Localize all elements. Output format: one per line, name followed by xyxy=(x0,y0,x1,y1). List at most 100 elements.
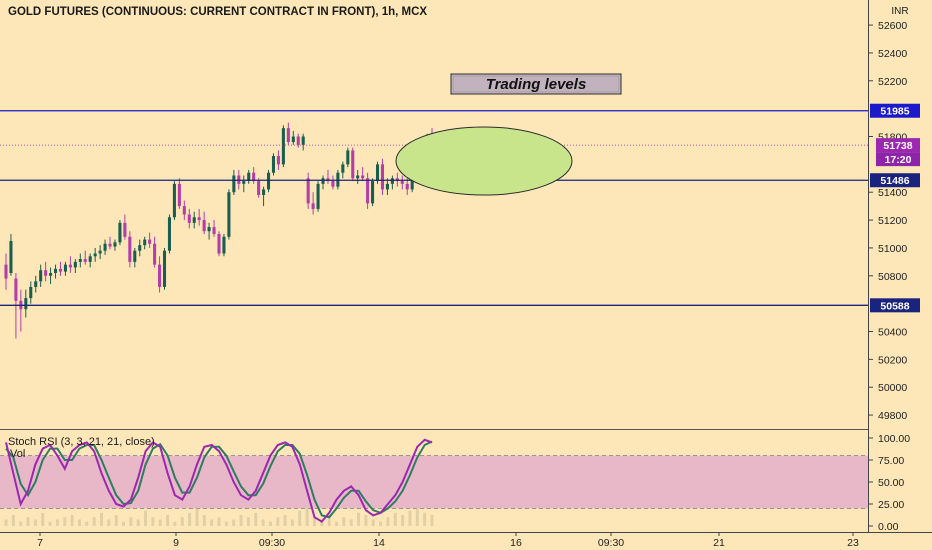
volume-bar xyxy=(41,512,45,526)
trading-levels-annotation[interactable]: Trading levels xyxy=(450,73,622,95)
price-tick-label: 52600 xyxy=(878,20,907,32)
volume-bar xyxy=(63,517,67,526)
candle xyxy=(351,147,355,182)
target-zone-ellipse[interactable] xyxy=(395,126,573,196)
volume-bar xyxy=(217,517,221,526)
candle xyxy=(207,222,211,240)
candle xyxy=(281,125,285,168)
volume-bar xyxy=(268,521,272,526)
candle xyxy=(371,178,375,207)
volume-bar xyxy=(144,510,148,526)
candle xyxy=(271,153,276,176)
time-tick-label: 09:30 xyxy=(598,537,624,549)
time-tick-label: 14 xyxy=(373,537,385,549)
candle xyxy=(148,232,152,248)
stoch-tick-label: 75.00 xyxy=(878,455,904,467)
volume-bar xyxy=(408,510,412,526)
price-tick-label: 49800 xyxy=(878,410,907,422)
volume-bar xyxy=(77,519,81,526)
volume-bar xyxy=(283,515,287,526)
candle xyxy=(321,175,325,190)
candle xyxy=(222,234,226,257)
volume-bar xyxy=(55,519,59,526)
candle xyxy=(133,247,137,268)
volume-bar xyxy=(92,517,96,526)
level-tag-label: 51486 xyxy=(880,175,909,187)
candle xyxy=(182,200,186,221)
time-tick-label: 23 xyxy=(847,537,859,549)
candle xyxy=(232,169,236,195)
candle xyxy=(73,259,77,273)
candle xyxy=(202,211,206,234)
candle xyxy=(108,236,112,250)
volume-bar xyxy=(99,512,103,526)
volume-bar xyxy=(114,515,118,526)
candle xyxy=(316,181,320,212)
last-price-tag xyxy=(876,138,920,153)
candle xyxy=(361,167,365,182)
price-tick-label: 51200 xyxy=(878,215,907,227)
last-price-label: 51738 xyxy=(883,140,912,152)
candle xyxy=(252,167,256,184)
volume-bar xyxy=(195,508,199,526)
price-tick-label: 52400 xyxy=(878,48,907,60)
candle xyxy=(247,169,251,184)
countdown-tag xyxy=(876,152,920,167)
candle xyxy=(128,231,132,268)
stoch-tick-label: 0.00 xyxy=(878,521,899,533)
candle xyxy=(242,175,246,193)
candle xyxy=(88,253,92,268)
level-tag xyxy=(870,298,920,313)
candle xyxy=(346,147,350,168)
price-axis[interactable]: 5260052400522005180051400512005100050800… xyxy=(868,20,907,422)
volume-bar xyxy=(371,519,375,526)
volume-bar xyxy=(173,521,177,526)
candle xyxy=(53,264,58,279)
time-axis[interactable]: 7 9 09:30 14 16 09:30 21 23 xyxy=(37,532,859,549)
price-tick-label: 50000 xyxy=(878,382,907,394)
candle xyxy=(162,247,167,290)
candle xyxy=(291,130,295,145)
volume-bar xyxy=(107,519,111,526)
volume-bar xyxy=(224,521,228,526)
candle xyxy=(385,178,389,195)
candle xyxy=(296,133,300,148)
volume-bar xyxy=(11,515,15,526)
volume-bar xyxy=(122,521,126,526)
candle xyxy=(366,172,370,209)
volume-bar xyxy=(379,521,383,526)
volume-bar xyxy=(158,519,162,526)
countdown-label: 17:20 xyxy=(885,154,912,166)
chart-title: GOLD FUTURES (CONTINUOUS: CURRENT CONTRA… xyxy=(8,6,427,18)
candle xyxy=(187,208,191,229)
volume-bar xyxy=(166,515,170,526)
price-tick-label: 50800 xyxy=(878,271,907,283)
time-tick-label: 21 xyxy=(713,537,725,549)
stoch-k-line xyxy=(5,438,433,523)
volume-bar xyxy=(202,515,206,526)
volume-bar xyxy=(4,519,8,526)
stoch-axis[interactable]: 100.00 75.00 50.00 25.00 0.00 xyxy=(868,433,910,533)
volume-bar xyxy=(26,517,30,526)
candle xyxy=(83,250,87,265)
volume-bar xyxy=(415,508,419,526)
candle xyxy=(24,289,28,318)
volume-bar xyxy=(180,517,184,526)
candle xyxy=(405,178,409,195)
volume-bar xyxy=(312,517,316,526)
price-tick-label: 52200 xyxy=(878,76,907,88)
level-tag-label: 50588 xyxy=(880,300,909,312)
volume-bar xyxy=(33,519,37,526)
currency-label: INR xyxy=(891,6,908,17)
candle xyxy=(9,234,13,276)
candle xyxy=(197,208,201,226)
stoch-d-line xyxy=(5,440,433,519)
candle xyxy=(172,181,176,221)
candle xyxy=(217,231,221,257)
volume-bar xyxy=(151,517,155,526)
volume-bar xyxy=(246,517,250,526)
candle xyxy=(306,172,310,209)
candle xyxy=(356,169,360,184)
volume-bar xyxy=(364,515,368,526)
